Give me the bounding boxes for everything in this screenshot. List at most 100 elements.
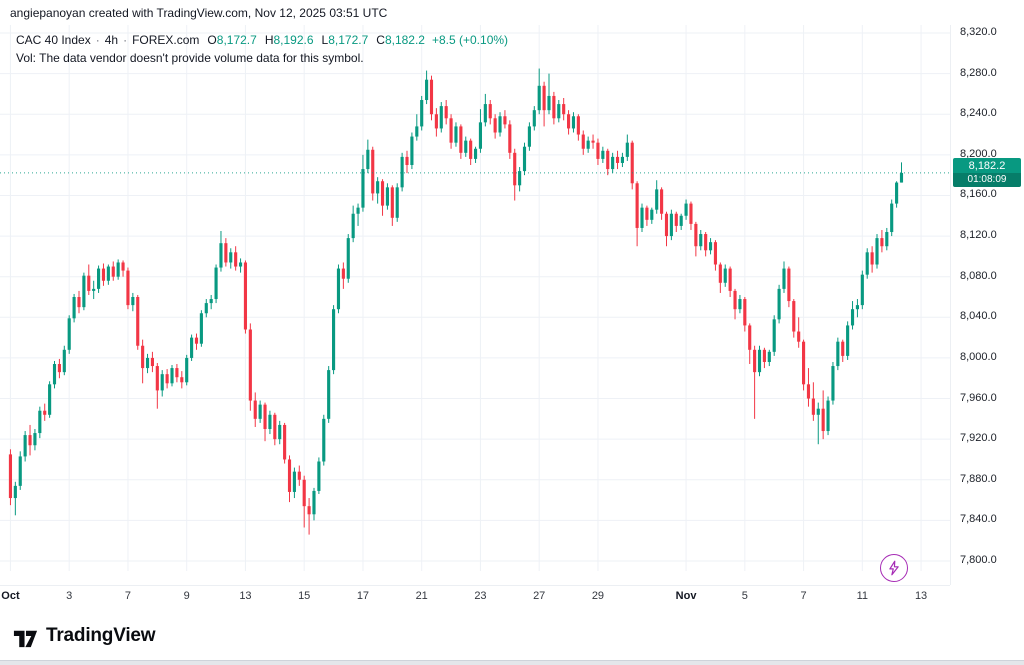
candle-body xyxy=(346,238,350,279)
time-axis[interactable]: Oct 3 7 9 13 15 17 21 23 27 29 Nov 5 7 11 13 xyxy=(0,585,950,608)
candle-body xyxy=(33,433,37,446)
price-axis-label: 7,800.0 xyxy=(960,554,997,566)
price-axis-label: 8,160.0 xyxy=(960,188,997,201)
candle-body xyxy=(782,268,786,289)
candle-body xyxy=(787,268,791,302)
candle-body xyxy=(23,435,27,457)
candle-body xyxy=(287,459,292,492)
candle-body xyxy=(92,288,96,291)
chart-pane[interactable] xyxy=(0,25,950,585)
candle-body xyxy=(459,126,463,153)
candle-body xyxy=(351,213,355,239)
candle-body xyxy=(307,506,311,515)
candle-body xyxy=(145,357,150,369)
candle-body xyxy=(513,152,517,186)
candle-body xyxy=(190,337,194,358)
candle-body xyxy=(723,268,727,283)
candle-body xyxy=(116,262,120,277)
candle-body xyxy=(611,156,615,170)
candle-body xyxy=(97,268,101,289)
candle-body xyxy=(655,189,659,210)
price-axis-label: 8,000.0 xyxy=(960,350,997,363)
candle-body xyxy=(640,207,644,228)
candle-body xyxy=(238,262,243,267)
candle-body xyxy=(234,252,238,267)
candle-body xyxy=(831,366,835,401)
candle-body xyxy=(263,404,267,429)
candle-body xyxy=(635,183,639,228)
time-axis-label: 13 xyxy=(239,590,252,602)
candle-body xyxy=(434,114,438,129)
last-price-label: 8,182.2 01:08:09 xyxy=(953,157,1021,187)
candle-body xyxy=(596,142,600,159)
lightning-icon xyxy=(889,560,899,576)
time-axis-label: 15 xyxy=(298,590,311,602)
candle-body xyxy=(493,118,497,133)
candle-body xyxy=(155,366,159,391)
candle-body xyxy=(899,172,904,183)
tradingview-logo[interactable]: TradingView xyxy=(12,620,156,652)
candle-body xyxy=(537,85,541,111)
time-axis-label: 13 xyxy=(914,590,928,602)
candlestick-chart[interactable] xyxy=(0,25,950,585)
candle-body xyxy=(498,116,502,133)
symbol-name[interactable]: CAC 40 Index xyxy=(16,33,91,47)
candle-body xyxy=(439,106,443,129)
candle-body xyxy=(253,400,257,419)
interval-label[interactable]: 4h xyxy=(104,33,119,47)
candle-body xyxy=(415,126,419,137)
candle-body xyxy=(669,213,673,237)
candle-body xyxy=(860,274,864,306)
candle-body xyxy=(224,243,228,263)
legend-symbol-row: CAC 40 Index · 4h · FOREX.com O8,172.7 H8,192.… xyxy=(16,32,508,49)
candle-body xyxy=(503,116,507,125)
candle-body xyxy=(199,313,203,344)
candle-body xyxy=(209,299,213,304)
candle-body xyxy=(390,187,394,218)
candle-body xyxy=(165,374,169,384)
candle-body xyxy=(356,207,360,214)
bottom-border xyxy=(0,660,1024,665)
candle-body xyxy=(630,142,634,184)
candle-body xyxy=(72,297,76,319)
candle-body xyxy=(258,404,262,419)
candle-body xyxy=(444,106,448,119)
time-axis-label: 21 xyxy=(415,590,428,602)
price-axis-label: 8,080.0 xyxy=(960,269,997,282)
tradingview-glyph-icon xyxy=(13,630,38,647)
candle-body xyxy=(366,149,370,170)
candle-body xyxy=(380,181,385,206)
candle-body xyxy=(684,203,688,216)
price-axis-label: 7,920.0 xyxy=(960,432,997,445)
candle-body xyxy=(855,305,859,310)
candle-body xyxy=(38,410,42,434)
candle-body xyxy=(180,377,184,383)
candle-body xyxy=(483,104,487,123)
candle-body xyxy=(121,262,125,271)
separator: · xyxy=(95,33,100,47)
quick-trade-button[interactable] xyxy=(880,554,908,582)
candle-body xyxy=(322,418,326,462)
candle-body xyxy=(420,100,424,127)
candle-body xyxy=(586,140,590,149)
price-axis-label: 8,040.0 xyxy=(960,310,997,323)
candle-body xyxy=(620,156,624,163)
time-axis-label: 11 xyxy=(856,590,869,602)
candle-body xyxy=(28,435,32,446)
time-axis-label: 7 xyxy=(124,590,131,602)
candle-body xyxy=(836,341,840,367)
candle-body xyxy=(738,299,742,310)
price-axis-label: 8,320.0 xyxy=(960,26,997,38)
time-axis-label: 5 xyxy=(741,590,748,602)
price-axis-label: 8,200.0 xyxy=(960,147,997,160)
candle-body xyxy=(336,268,341,310)
candle-body xyxy=(111,266,115,277)
chart-legend: CAC 40 Index · 4h · FOREX.com O8,172.7 H8,192.… xyxy=(16,32,508,67)
candle-body xyxy=(131,297,135,306)
time-axis-label: 23 xyxy=(474,590,487,602)
price-axis[interactable]: 8,182.2 01:08:09 8,320.0 8,280.0 8,240.0 8,… xyxy=(950,25,1024,585)
candle-body xyxy=(425,79,429,101)
last-price-value: 8,182.2 xyxy=(968,159,1006,172)
close-label: C xyxy=(376,33,385,47)
volume-note: Vol: The data vendor doesn't provide vol… xyxy=(16,51,364,65)
